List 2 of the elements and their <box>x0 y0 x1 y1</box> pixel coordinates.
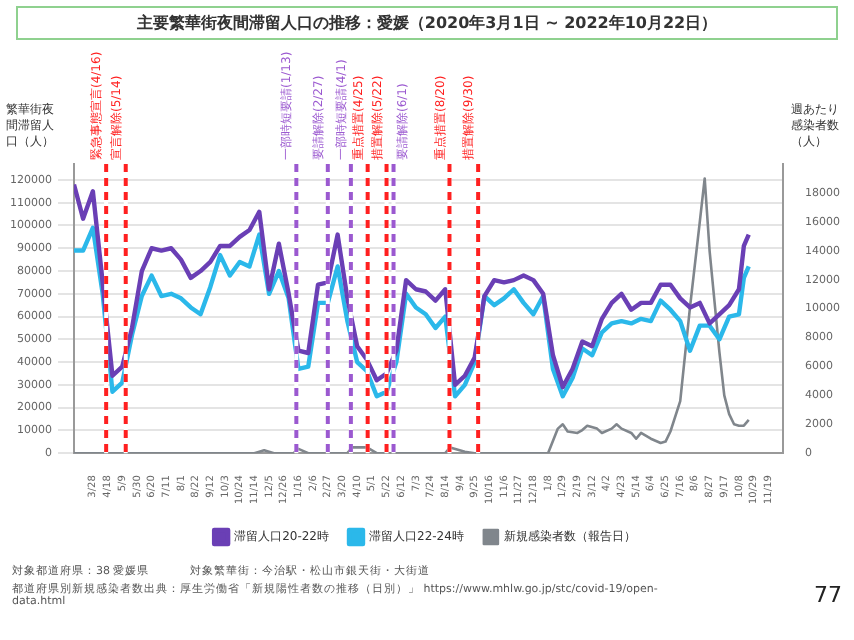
text: 77 <box>814 582 842 608</box>
chart-title: 主要繁華街夜間滞留人口の推移：愛媛（2020年3月1日 ~ 2022年10月22日） <box>16 6 838 40</box>
